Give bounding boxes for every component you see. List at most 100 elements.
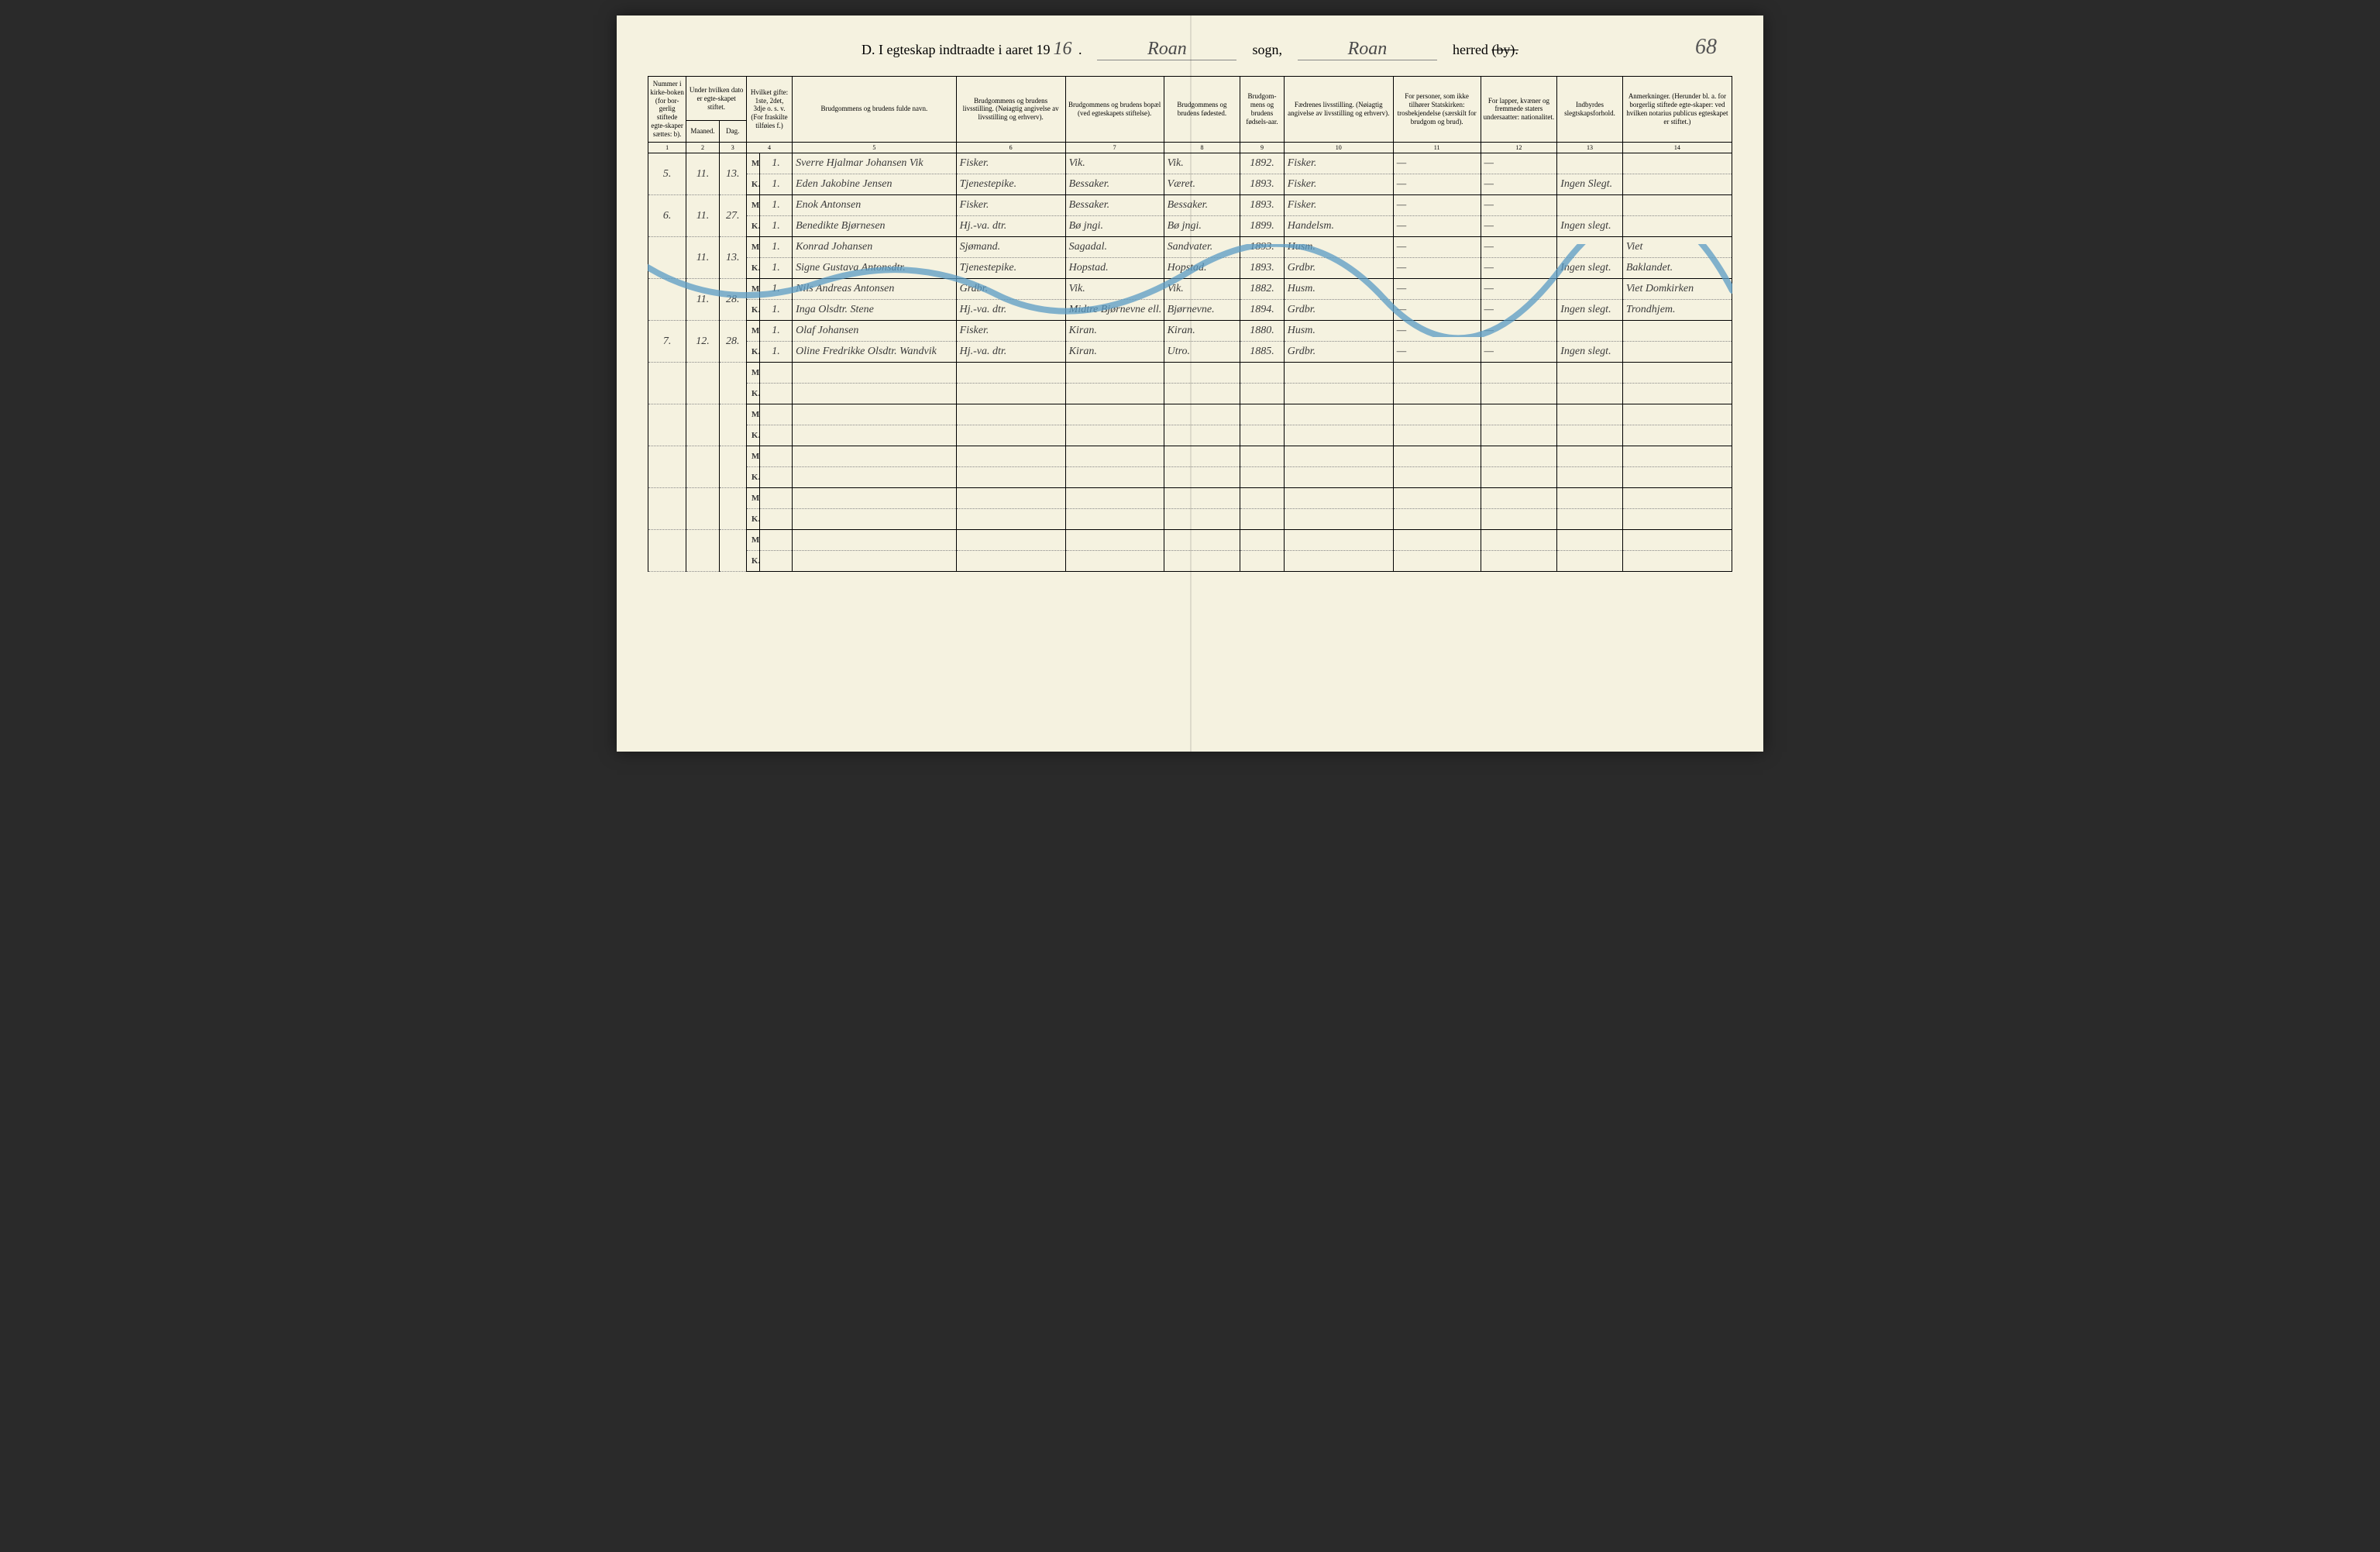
cell-tros: — [1393,216,1481,237]
cell-empty [1240,509,1284,530]
cell-empty [1164,425,1240,446]
cell-empty [1481,363,1557,384]
cell-maaned: 11. [686,237,719,279]
cell-empty [1164,446,1240,467]
cell-anm [1622,195,1732,216]
cell-gifte: 1. [759,342,792,363]
cell-gifte: 1. [759,174,792,195]
cell-anm: Viet [1622,237,1732,258]
cell-empty [1284,467,1393,488]
cell-stilling: Hj.-va. dtr. [956,342,1065,363]
cell-bopael: Vik. [1065,279,1164,300]
cell-empty [1622,384,1732,404]
ledger-page: 68 D. I egteskap indtraadte i aaret 1916… [617,15,1763,752]
cell-far: Fisker. [1284,195,1393,216]
cell-gifte: 1. [759,216,792,237]
cell-aar: 1894. [1240,300,1284,321]
col-num-4: 4 [746,142,792,153]
col-num-5: 5 [793,142,957,153]
cell-empty [1557,404,1623,425]
cell-empty [648,446,686,488]
cell-empty [1622,551,1732,572]
cell-empty [793,488,957,509]
cell-tros: — [1393,321,1481,342]
cell-empty [1164,488,1240,509]
cell-slegt [1557,153,1623,174]
cell-empty [719,446,746,488]
cell-nat: — [1481,342,1557,363]
cell-slegt: Ingen Slegt. [1557,174,1623,195]
mk-label: K. [746,258,759,279]
cell-num: 6. [648,195,686,237]
col-header-3: Hvilket gifte: 1ste, 2det, 3dje o. s. v.… [746,77,792,143]
cell-empty [1557,384,1623,404]
cell-empty [1393,530,1481,551]
col-num-8: 8 [1164,142,1240,153]
herred-label: herred (by). [1453,42,1518,58]
cell-aar: 1899. [1240,216,1284,237]
col-header-8: Brudgom-mens og brudens fødsels-aar. [1240,77,1284,143]
mk-label: K. [746,216,759,237]
col-num-9: 9 [1240,142,1284,153]
cell-empty [1065,509,1164,530]
col-header-2b: Dag. [719,121,746,142]
cell-empty [1622,467,1732,488]
cell-empty [1164,530,1240,551]
cell-maaned: 11. [686,153,719,195]
cell-num [648,279,686,321]
cell-empty [686,530,719,572]
col-header-9: Fædrenes livsstilling. (Nøiagtig angivel… [1284,77,1393,143]
cell-aar: 1893. [1240,237,1284,258]
cell-stilling: Fisker. [956,321,1065,342]
cell-anm: Trondhjem. [1622,300,1732,321]
cell-empty [793,384,957,404]
col-header-6: Brudgommens og brudens bopæl (ved egtesk… [1065,77,1164,143]
cell-aar: 1893. [1240,258,1284,279]
mk-label: M. [746,488,759,509]
cell-bopael: Bessaker. [1065,174,1164,195]
cell-far: Grdbr. [1284,342,1393,363]
cell-empty [1481,488,1557,509]
cell-bopael: Hopstad. [1065,258,1164,279]
cell-bopael: Vik. [1065,153,1164,174]
mk-label: M. [746,321,759,342]
mk-label: M. [746,446,759,467]
cell-anm [1622,216,1732,237]
mk-label: M. [746,363,759,384]
cell-maaned: 12. [686,321,719,363]
cell-empty [956,425,1065,446]
cell-empty [1393,509,1481,530]
cell-stilling: Tjenestepike. [956,258,1065,279]
cell-bopael: Midtre Bjørnevne ell. Roan sogn [1065,300,1164,321]
cell-empty [759,488,792,509]
cell-slegt: Ingen slegt. [1557,258,1623,279]
cell-empty [956,551,1065,572]
cell-empty [1164,509,1240,530]
cell-far: Husm. [1284,237,1393,258]
cell-empty [759,446,792,467]
cell-empty [759,509,792,530]
cell-stilling: Hj.-va. dtr. [956,216,1065,237]
cell-navn: Enok Antonsen [793,195,957,216]
cell-empty [1557,530,1623,551]
mk-label: M. [746,237,759,258]
cell-empty [1393,404,1481,425]
col-header-13: Anmerkninger. (Herunder bl. a. for borge… [1622,77,1732,143]
cell-empty [719,363,746,404]
cell-navn: Signe Gustava Antonsdtr. [793,258,957,279]
cell-tros: — [1393,342,1481,363]
cell-empty [1284,363,1393,384]
cell-empty [1065,467,1164,488]
cell-navn: Nils Andreas Antonsen [793,279,957,300]
cell-empty [956,467,1065,488]
cell-empty [1622,404,1732,425]
cell-bopael: Sagadal. [1065,237,1164,258]
cell-bopael: Bessaker. [1065,195,1164,216]
cell-anm: Baklandet. [1622,258,1732,279]
cell-empty [1481,384,1557,404]
cell-empty [1622,530,1732,551]
cell-empty [686,363,719,404]
cell-far: Grdbr. [1284,300,1393,321]
cell-empty [648,530,686,572]
cell-empty [1164,467,1240,488]
